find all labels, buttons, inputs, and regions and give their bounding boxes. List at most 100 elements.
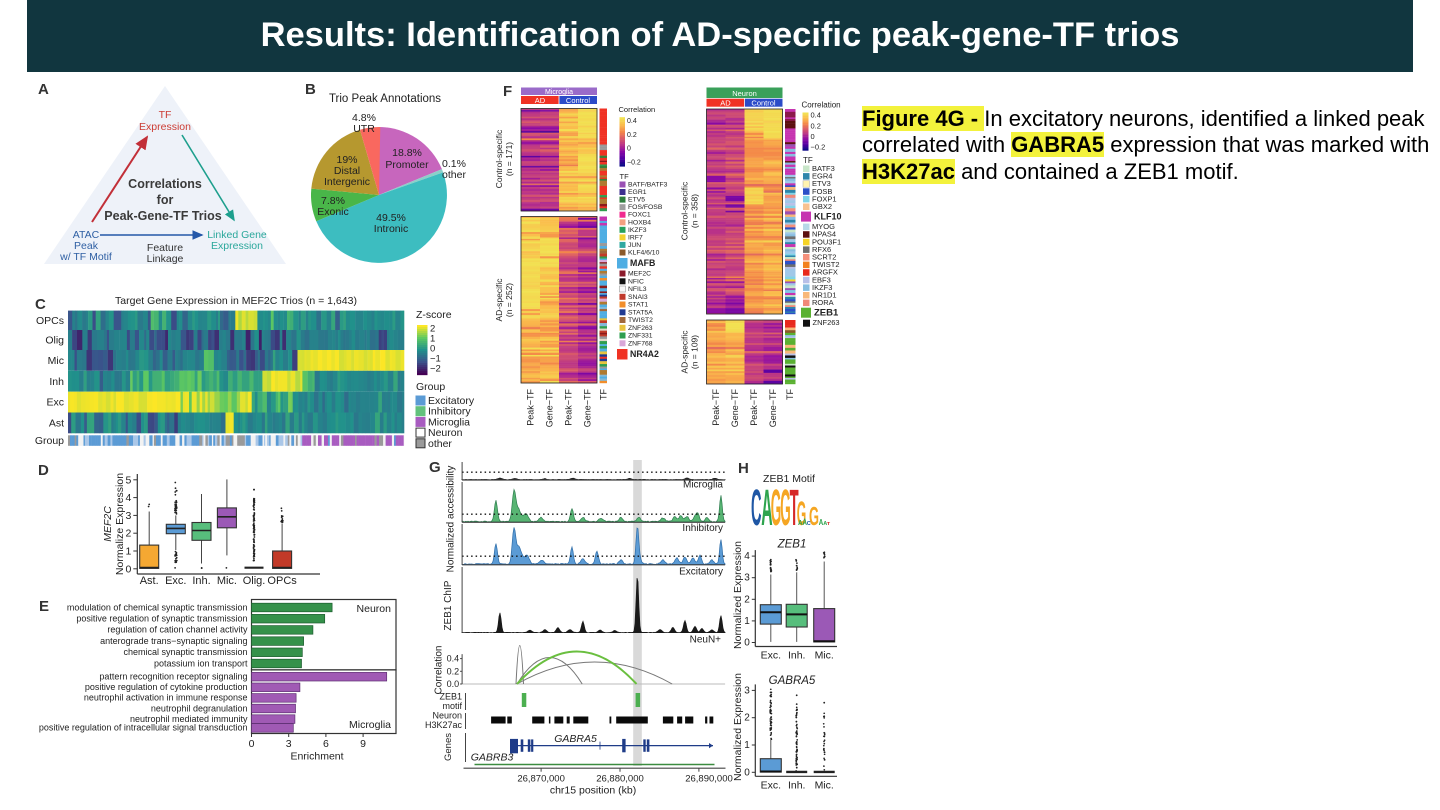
svg-text:Neuron: Neuron (428, 427, 463, 439)
svg-text:Normalized Expression: Normalized Expression (732, 541, 744, 649)
svg-text:1: 1 (125, 546, 131, 558)
svg-text:Gene−TF: Gene−TF (545, 389, 555, 428)
svg-text:IKZF3: IKZF3 (812, 283, 832, 292)
svg-text:49.5%: 49.5% (376, 212, 406, 224)
svg-text:2: 2 (744, 713, 750, 724)
svg-text:Microglia: Microglia (428, 416, 470, 428)
svg-text:T: T (827, 521, 831, 527)
svg-text:anterograde trans−synaptic sig: anterograde trans−synaptic signaling (100, 636, 247, 646)
svg-text:0: 0 (125, 563, 131, 575)
svg-text:Inh.: Inh. (788, 650, 806, 662)
svg-text:positive regulation of cytokin: positive regulation of cytokine producti… (85, 682, 248, 692)
svg-text:UTR: UTR (353, 123, 375, 135)
svg-text:OPCs: OPCs (267, 575, 297, 587)
svg-text:Ast.: Ast. (140, 575, 159, 587)
svg-text:(n = 358): (n = 358) (690, 194, 700, 228)
svg-text:GABRA5: GABRA5 (554, 733, 597, 745)
svg-text:Normalized Expression: Normalized Expression (732, 673, 744, 781)
svg-text:Mic.: Mic. (217, 575, 237, 587)
svg-text:neutrophil degranulation: neutrophil degranulation (151, 703, 248, 713)
svg-text:0.4: 0.4 (811, 111, 821, 120)
svg-text:4: 4 (125, 492, 131, 504)
svg-text:26,890,000: 26,890,000 (685, 774, 733, 785)
svg-text:D: D (38, 462, 49, 479)
svg-text:ZEB1: ZEB1 (777, 539, 807, 551)
svg-text:Exonic: Exonic (317, 206, 349, 218)
svg-text:Exc.: Exc. (761, 650, 781, 662)
svg-text:motif: motif (442, 701, 462, 711)
svg-text:Normalized accessibility: Normalized accessibility (446, 466, 457, 573)
svg-text:ZNF768: ZNF768 (628, 340, 653, 347)
svg-text:Peak−TF: Peak−TF (564, 388, 574, 425)
svg-text:NFIC: NFIC (628, 278, 644, 285)
svg-text:Mic.: Mic. (815, 650, 834, 662)
svg-text:C: C (807, 521, 811, 527)
svg-text:Peak−TF: Peak−TF (711, 388, 721, 425)
svg-text:Control-specific: Control-specific (680, 181, 690, 240)
svg-text:TF: TF (803, 156, 813, 165)
svg-text:GABRA5: GABRA5 (769, 675, 816, 687)
svg-text:ZNF331: ZNF331 (628, 333, 653, 340)
svg-text:HOXB4: HOXB4 (628, 219, 651, 226)
svg-text:Intergenic: Intergenic (324, 176, 370, 188)
svg-text:G: G (429, 459, 441, 476)
svg-text:Control-specific: Control-specific (494, 129, 504, 188)
svg-text:STAT5A: STAT5A (628, 309, 653, 316)
svg-text:IRF7: IRF7 (628, 234, 643, 241)
svg-text:Distal: Distal (334, 165, 360, 177)
svg-text:Group: Group (416, 381, 445, 393)
svg-text:Linkage: Linkage (147, 253, 184, 265)
svg-text:MEF2C: MEF2C (102, 506, 114, 542)
svg-text:POU3F1: POU3F1 (812, 237, 841, 246)
svg-text:TF: TF (599, 389, 609, 400)
svg-text:(n = 109): (n = 109) (690, 335, 700, 369)
svg-text:0.1%: 0.1% (442, 158, 466, 170)
svg-text:1: 1 (744, 740, 750, 751)
svg-text:AD: AD (535, 96, 546, 105)
svg-text:Genes: Genes (443, 733, 454, 761)
svg-text:1: 1 (430, 334, 435, 345)
svg-text:other: other (428, 438, 452, 450)
svg-text:Inh: Inh (49, 376, 64, 388)
svg-text:Gene−TF: Gene−TF (730, 389, 740, 428)
svg-text:BATF3: BATF3 (812, 164, 835, 173)
svg-text:Correlation: Correlation (619, 105, 656, 114)
svg-text:0: 0 (627, 146, 631, 153)
svg-text:Neuron: Neuron (357, 603, 392, 615)
svg-text:6: 6 (323, 738, 329, 750)
svg-text:ZEB1 Motif: ZEB1 Motif (763, 473, 815, 485)
svg-text:KLF4/6/10: KLF4/6/10 (628, 250, 660, 257)
svg-text:ARGFX: ARGFX (812, 268, 838, 277)
svg-text:A: A (823, 521, 827, 527)
svg-text:F: F (503, 83, 512, 100)
svg-text:9: 9 (360, 738, 366, 750)
svg-text:neutrophil mediated immunity: neutrophil mediated immunity (130, 714, 248, 724)
svg-text:C: C (751, 479, 762, 536)
svg-text:ETV3: ETV3 (812, 179, 831, 188)
svg-text:A: A (761, 479, 772, 536)
svg-text:Inhibitory: Inhibitory (682, 523, 723, 534)
svg-text:Excitatory: Excitatory (428, 395, 475, 407)
svg-text:3: 3 (744, 685, 750, 696)
svg-text:ZEB1 ChIP: ZEB1 ChIP (443, 580, 454, 630)
svg-text:B: B (305, 81, 316, 98)
svg-text:A: A (798, 520, 803, 527)
svg-text:Microglia: Microglia (349, 719, 391, 731)
svg-text:Exc.: Exc. (761, 780, 781, 792)
svg-text:3: 3 (286, 738, 292, 750)
svg-text:Promoter: Promoter (385, 159, 429, 171)
svg-text:Group: Group (35, 435, 64, 447)
svg-text:0.2: 0.2 (447, 666, 460, 676)
svg-text:MYOG: MYOG (812, 222, 835, 231)
svg-text:TWIST2: TWIST2 (628, 317, 653, 324)
svg-text:0.0: 0.0 (447, 679, 460, 689)
svg-text:OPCs: OPCs (36, 315, 64, 327)
svg-text:Neuron: Neuron (732, 89, 757, 98)
svg-text:MAFB: MAFB (630, 258, 655, 268)
svg-text:SNAI3: SNAI3 (628, 294, 648, 301)
svg-text:0: 0 (249, 738, 255, 750)
svg-text:regulation of cation channel a: regulation of cation channel activity (107, 625, 248, 635)
svg-text:3: 3 (744, 573, 750, 584)
svg-text:other: other (442, 169, 466, 181)
svg-text:Microglia: Microglia (545, 89, 573, 96)
